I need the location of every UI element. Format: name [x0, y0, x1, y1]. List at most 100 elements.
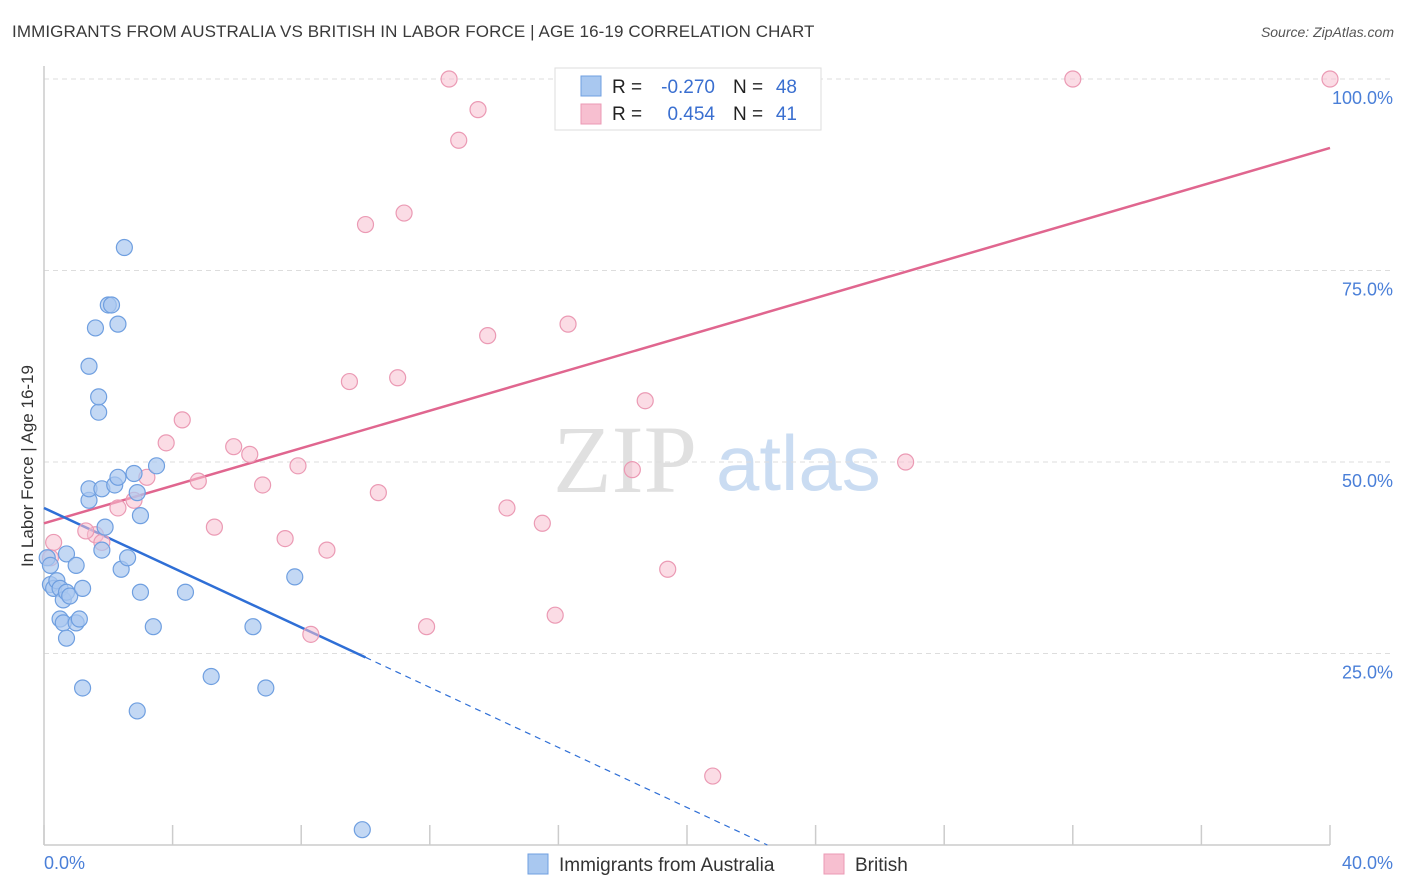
british-point-25 — [469, 101, 487, 119]
legend-swatch-british[interactable] — [823, 853, 845, 875]
british-point-22 — [417, 618, 436, 636]
australia-point-24 — [93, 541, 111, 559]
australia-point-39 — [131, 583, 150, 601]
australia-point-36 — [128, 484, 146, 502]
british-point-16 — [318, 541, 336, 559]
british-point-12 — [254, 476, 272, 494]
chart-title: IMMIGRANTS FROM AUSTRALIA VS BRITISH IN … — [12, 22, 815, 41]
stats-n-value-2: 41 — [776, 104, 797, 125]
british-point-10 — [225, 438, 243, 456]
australia-point-30 — [109, 315, 127, 333]
british-point-38 — [1321, 70, 1339, 88]
source-label: Source: ZipAtlas.com — [1260, 24, 1394, 40]
british-point-9 — [205, 518, 223, 536]
y-tick-label-100: 100.0% — [1332, 88, 1393, 108]
australia-point-16 — [73, 579, 92, 597]
british-point-6 — [157, 434, 175, 452]
british-point-35 — [704, 767, 722, 785]
british-point-19 — [369, 484, 387, 502]
british-point-29 — [546, 606, 564, 624]
stats-swatch-pink — [580, 103, 602, 125]
australia-point-31 — [109, 468, 127, 486]
british-point-34 — [659, 560, 677, 578]
australia-point-20 — [80, 357, 98, 375]
australia-point-17 — [73, 679, 92, 697]
british-point-23 — [440, 70, 458, 88]
australia-point-45 — [257, 679, 275, 697]
legend-swatch-australia[interactable] — [527, 853, 549, 875]
british-point-37 — [1064, 70, 1082, 88]
australia-point-46 — [286, 568, 304, 586]
british-point-20 — [389, 369, 407, 387]
australia-point-38 — [131, 507, 150, 525]
british-point-21 — [395, 204, 413, 222]
stats-n-label-1: N = — [733, 77, 763, 98]
australia-point-23 — [90, 388, 108, 406]
australia-point-11 — [57, 545, 76, 563]
british-point-13 — [276, 529, 294, 548]
australia-point-1 — [41, 556, 60, 575]
stats-r-value-2: 0.454 — [667, 104, 715, 125]
british-point-40 — [77, 522, 95, 540]
watermark-zip: ZIP — [553, 406, 697, 513]
legend-label-british[interactable]: British — [855, 855, 908, 876]
british-point-26 — [479, 327, 497, 345]
y-tick-label-75: 75.0% — [1342, 280, 1393, 300]
british-point-7 — [173, 411, 191, 429]
x-tick-label-min: 0.0% — [44, 853, 85, 873]
stats-r-label-2: R = — [612, 104, 642, 125]
british-point-27 — [498, 499, 516, 517]
stats-n-label-2: N = — [733, 104, 763, 125]
australia-point-47 — [353, 821, 371, 839]
australia-point-10 — [57, 629, 76, 647]
british-point-28 — [533, 514, 551, 532]
stats-box: R = -0.270 N = 48 R = 0.454 N = 41 — [554, 67, 822, 131]
british-point-14 — [289, 457, 307, 475]
x-axis-ticks — [43, 825, 1331, 845]
british-point-18 — [356, 215, 375, 234]
british-point-36 — [897, 453, 915, 471]
australia-trend-extension — [365, 656, 768, 846]
australia-point-26 — [96, 518, 114, 536]
australia-point-21 — [86, 319, 105, 337]
australia-point-15 — [70, 610, 88, 628]
british-point-30 — [559, 315, 577, 333]
australia-point-28 — [102, 296, 121, 314]
watermark-atlas: atlas — [716, 419, 881, 507]
y-tick-label-50: 50.0% — [1342, 471, 1393, 491]
british-point-39 — [45, 533, 63, 552]
australia-points — [38, 238, 371, 839]
stats-swatch-blue — [580, 75, 602, 97]
y-tick-labels: 25.0% 50.0% 75.0% 100.0% — [1332, 88, 1393, 683]
australia-point-33 — [115, 238, 133, 257]
british-point-32 — [623, 461, 641, 479]
british-point-17 — [340, 372, 359, 391]
australia-point-12 — [61, 587, 79, 605]
australia-point-42 — [176, 583, 195, 601]
stats-r-label-1: R = — [612, 77, 642, 98]
legend-label-australia[interactable]: Immigrants from Australia — [559, 855, 775, 876]
british-points — [41, 70, 1339, 785]
british-point-33 — [636, 392, 654, 410]
australia-point-43 — [202, 667, 220, 686]
y-tick-label-25: 25.0% — [1342, 663, 1393, 683]
british-point-11 — [241, 445, 259, 463]
british-point-8 — [189, 472, 207, 490]
watermark: ZIP atlas — [553, 406, 881, 513]
australia-point-34 — [118, 549, 137, 567]
australia-point-40 — [144, 618, 162, 636]
australia-point-37 — [128, 702, 146, 720]
y-axis-title: In Labor Force | Age 16-19 — [18, 365, 37, 567]
australia-point-41 — [147, 457, 166, 475]
british-point-15 — [302, 625, 320, 643]
stats-r-value-1: -0.270 — [661, 77, 715, 98]
british-point-24 — [450, 131, 468, 149]
gridlines — [44, 78, 1393, 654]
australia-point-13 — [67, 556, 85, 575]
british-point-3 — [109, 499, 127, 517]
british-trend-line — [43, 146, 1331, 525]
australia-point-44 — [244, 618, 262, 636]
australia-point-35 — [125, 464, 143, 483]
legend: Immigrants from Australia British — [527, 853, 908, 876]
stats-n-value-1: 48 — [776, 77, 797, 98]
